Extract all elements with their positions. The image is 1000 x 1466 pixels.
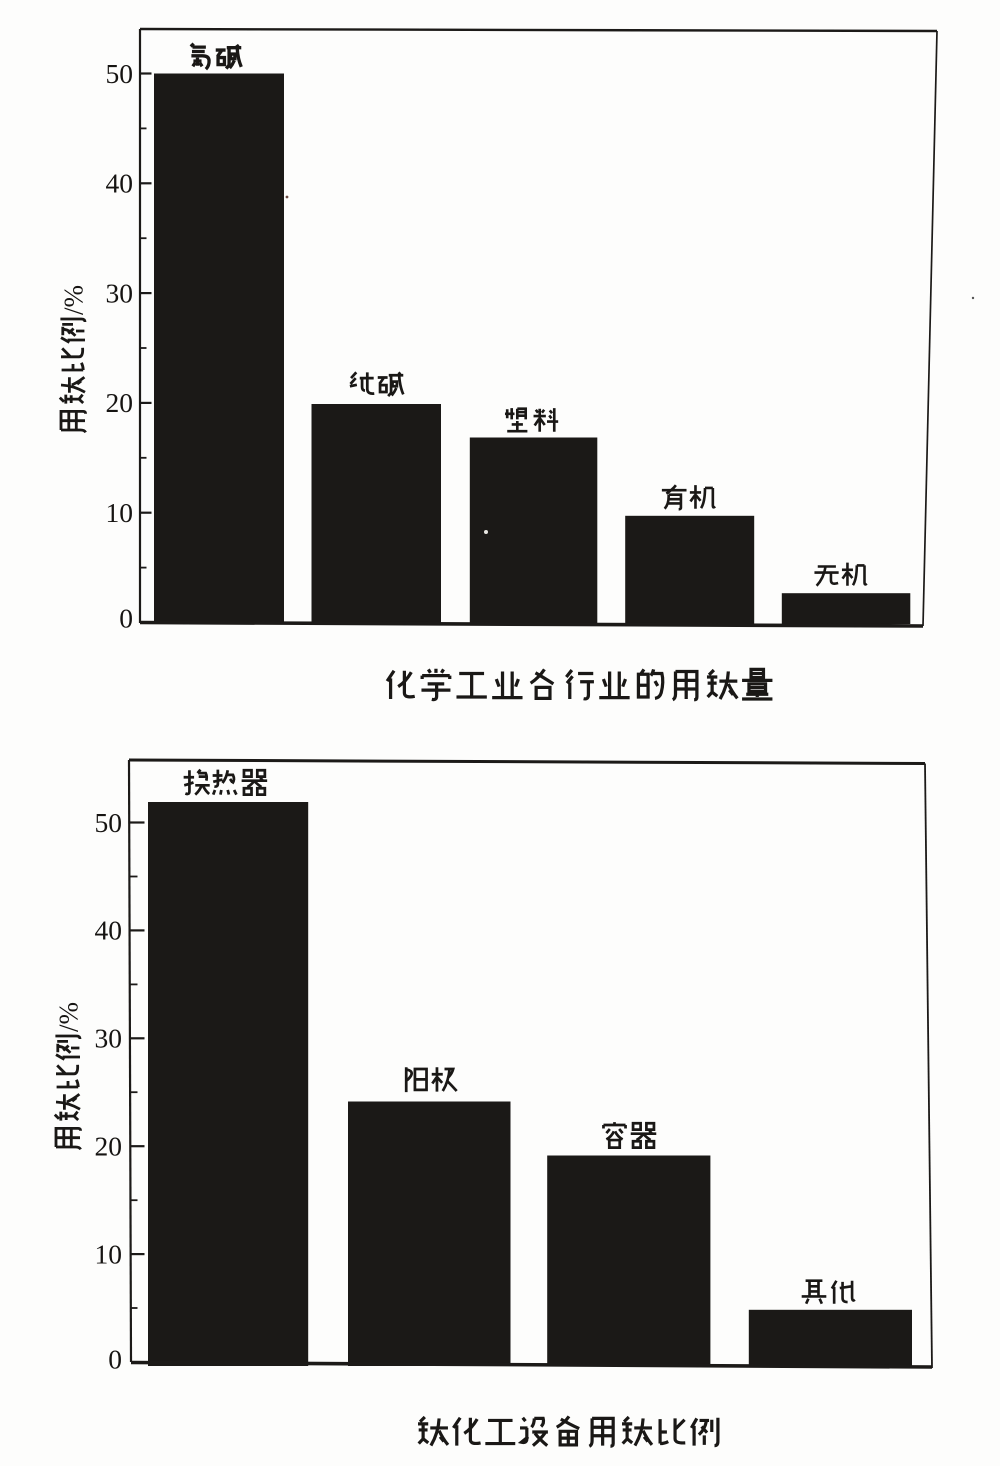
svg-text:/%: /% [54, 1002, 84, 1032]
svg-text:50: 50 [106, 58, 134, 89]
svg-text:10: 10 [95, 1238, 123, 1269]
svg-text:40: 40 [106, 168, 134, 199]
svg-text:20: 20 [106, 387, 134, 418]
svg-text:20: 20 [95, 1131, 123, 1162]
svg-text:/%: /% [59, 285, 89, 315]
svg-text:50: 50 [95, 807, 123, 838]
svg-text:30: 30 [106, 277, 134, 308]
svg-text:10: 10 [106, 497, 134, 528]
svg-text:0: 0 [108, 1343, 122, 1374]
svg-text:40: 40 [95, 915, 123, 946]
svg-text:0: 0 [119, 602, 133, 633]
svg-text:30: 30 [95, 1023, 123, 1054]
